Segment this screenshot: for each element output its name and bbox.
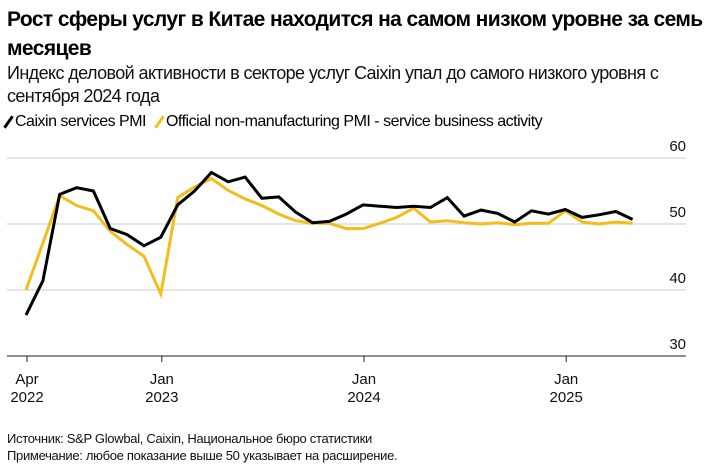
legend-label-caixin: Caixin services PMI	[15, 113, 146, 130]
legend-item-caixin: Caixin services PMI	[3, 113, 146, 131]
x-tick-label-year: 2025	[550, 389, 583, 406]
chart-title: Рост сферы услуг в Китае находится на са…	[7, 8, 703, 60]
x-tick-label-year: 2022	[10, 389, 43, 406]
chart-subtitle: Индекс деловой активности в секторе услу…	[7, 63, 659, 106]
x-tick-label-year: 2024	[347, 389, 380, 406]
x-tick-label-month: Jan	[150, 371, 174, 388]
x-tick-label-month: Jan	[352, 371, 376, 388]
source-note: Источник: S&P Glowbal, Caixin, Националь…	[7, 431, 372, 446]
x-tick-label-month: Apr	[15, 371, 38, 388]
legend-label-official: Official non-manufacturing PMI - service…	[165, 113, 543, 130]
y-tick-label: 50	[669, 204, 686, 221]
legend: Caixin services PMI Official non-manufac…	[3, 113, 543, 131]
series-line-caixin	[24, 170, 634, 316]
series-line-official	[24, 176, 633, 300]
y-tick-label: 60	[669, 138, 686, 155]
y-tick-label: 40	[669, 270, 686, 287]
x-tick-label-month: Jan	[554, 371, 578, 388]
footnote: Примечание: любое показание выше 50 указ…	[7, 448, 398, 463]
legend-item-official: Official non-manufacturing PMI - service…	[154, 113, 543, 131]
y-tick-label: 30	[669, 336, 686, 353]
x-tick-label-year: 2023	[145, 389, 178, 406]
